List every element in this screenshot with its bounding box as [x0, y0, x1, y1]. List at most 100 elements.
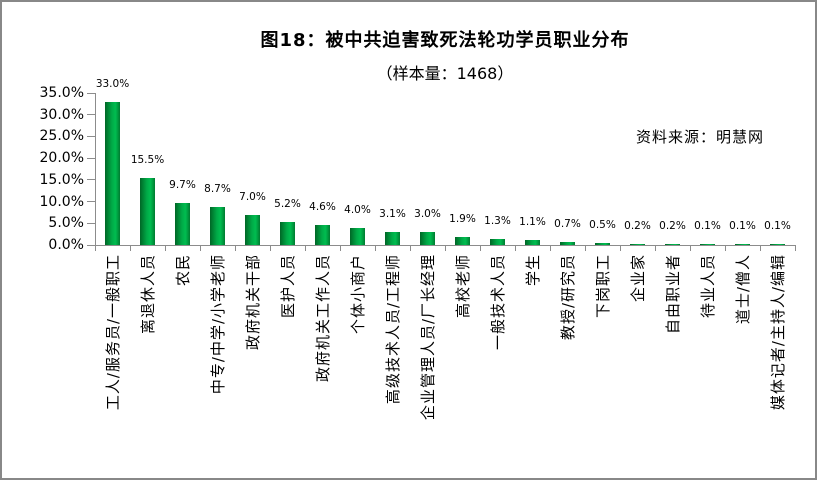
y-tick-label: 10.0%	[39, 193, 84, 210]
x-tick	[305, 245, 306, 251]
bar	[490, 239, 505, 245]
category-label-text: 下岗职工	[593, 254, 612, 319]
bar-value-label: 0.1%	[764, 220, 791, 232]
y-tick	[87, 114, 95, 116]
y-tick-label: 15.0%	[39, 171, 84, 188]
bar-value-label: 0.2%	[659, 220, 686, 232]
category-label-text: 教授/研究员	[558, 254, 577, 341]
x-tick	[200, 245, 201, 251]
category-label-text: 离退休人员	[138, 254, 157, 335]
x-tick	[515, 245, 516, 251]
category-label-text: 媒体记者/主持人/编辑	[768, 254, 787, 411]
bar	[420, 231, 435, 245]
y-tick	[87, 92, 95, 94]
bar-value-label: 3.1%	[379, 207, 406, 220]
bar-value-label: 4.6%	[309, 201, 336, 214]
bar-value-label: 9.7%	[169, 178, 196, 191]
category-label-text: 医护人员	[278, 254, 297, 319]
bar-value-label: 5.2%	[274, 198, 301, 211]
bar	[175, 202, 190, 245]
bar-value-label: 15.5%	[130, 153, 165, 166]
category-label: 下岗职工	[593, 254, 612, 478]
category-label: 农民	[173, 254, 192, 478]
x-tick	[340, 245, 341, 251]
bar-value-label: 0.1%	[729, 220, 756, 232]
bar	[210, 207, 225, 245]
y-tick-label: 5.0%	[48, 215, 84, 232]
category-label-text: 高校老师	[453, 254, 472, 319]
bar-value-label: 0.2%	[624, 220, 651, 232]
bar	[525, 240, 540, 245]
bar-value-label: 0.1%	[694, 220, 721, 232]
category-label: 个体小商户	[348, 254, 367, 478]
category-label-text: 一般技术人员	[488, 254, 507, 351]
x-tick	[130, 245, 131, 251]
x-tick	[165, 245, 166, 251]
category-label: 一般技术人员	[488, 254, 507, 478]
bar-value-label: 1.9%	[449, 212, 476, 225]
y-tick-label: 20.0%	[39, 150, 84, 167]
x-tick	[725, 245, 726, 251]
x-tick	[760, 245, 761, 251]
bar	[280, 222, 295, 245]
category-label-text: 道士/僧人	[733, 254, 752, 325]
y-tick	[87, 222, 95, 224]
bar	[595, 242, 610, 245]
category-label: 企业管理人员/厂长经理	[419, 254, 437, 478]
x-tick	[620, 245, 621, 251]
y-tick	[87, 201, 95, 203]
bar-value-label: 0.5%	[589, 218, 616, 231]
bar	[350, 227, 365, 245]
bar-value-label: 33.0%	[95, 77, 130, 90]
category-label: 中专/中学/小学老师	[208, 254, 227, 478]
category-label-text: 工人/服务员/一般职工	[103, 254, 122, 411]
category-label: 高校老师	[453, 254, 472, 478]
category-label: 待业人员	[699, 254, 717, 478]
x-tick	[585, 245, 586, 251]
x-tick	[375, 245, 376, 251]
bar-value-label: 7.0%	[239, 190, 266, 203]
y-tick	[87, 179, 95, 181]
bar-value-label: 1.1%	[519, 216, 546, 229]
x-tick	[95, 245, 96, 251]
category-label-text: 农民	[173, 254, 192, 287]
x-tick	[480, 245, 481, 251]
bar-value-label: 0.7%	[554, 217, 581, 230]
y-tick-label: 30.0%	[39, 106, 84, 123]
category-label: 政府机关工作人员	[314, 254, 332, 478]
category-label-text: 学生	[523, 254, 542, 287]
y-tick	[87, 157, 95, 159]
category-label: 媒体记者/主持人/编辑	[768, 254, 787, 478]
x-tick	[235, 245, 236, 251]
bar	[385, 231, 400, 245]
category-label: 高级技术人员/工程师	[383, 254, 402, 478]
x-tick	[550, 245, 551, 251]
x-tick	[270, 245, 271, 251]
x-tick	[690, 245, 691, 251]
bar-value-label: 4.0%	[344, 203, 371, 216]
bar-value-label: 1.3%	[484, 215, 511, 228]
category-label: 自由职业者	[663, 254, 682, 478]
category-label: 政府机关干部	[243, 254, 262, 478]
chart-subtitle: （样本量：1468）	[376, 64, 514, 83]
x-tick	[795, 245, 796, 251]
bar	[700, 244, 715, 245]
category-label-text: 高级技术人员/工程师	[383, 254, 402, 405]
bar	[560, 241, 575, 245]
x-tick	[445, 245, 446, 251]
category-label: 企业家	[628, 254, 647, 478]
y-tick-label: 25.0%	[39, 128, 84, 145]
y-tick-label: 35.0%	[39, 85, 84, 101]
category-label-text: 个体小商户	[348, 254, 367, 335]
category-label-text: 中专/中学/小学老师	[208, 254, 227, 395]
chart-title: 图18：被中共迫害致死法轮功学员职业分布	[260, 30, 630, 51]
category-label-text: 企业家	[628, 254, 647, 303]
source-note: 资料来源：明慧网	[635, 128, 764, 146]
bar	[140, 177, 155, 245]
category-label: 教授/研究员	[558, 254, 577, 478]
category-label-text: 政府机关干部	[243, 254, 262, 351]
bar-value-label: 3.0%	[414, 207, 441, 220]
category-label-text: 自由职业者	[663, 254, 682, 335]
bar	[665, 244, 680, 245]
